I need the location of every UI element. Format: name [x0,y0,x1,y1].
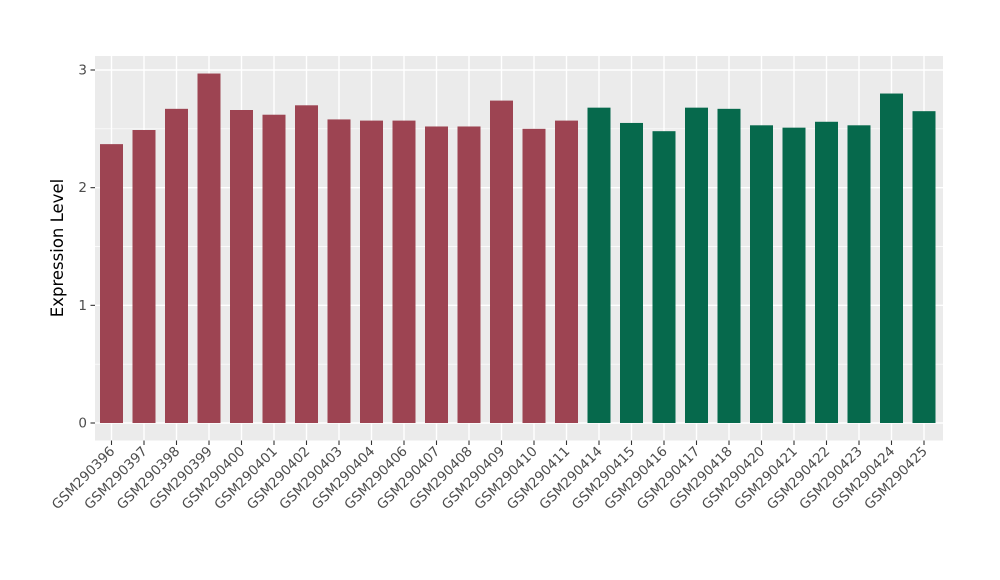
bar-GSM290402 [295,105,318,423]
bar-GSM290397 [132,130,156,424]
y-axis-title: Expression Level [48,179,67,317]
bar-GSM290400 [230,110,253,423]
bar-GSM290398 [165,108,188,424]
y-tick-label: 2 [78,180,87,196]
bar-GSM290408 [457,126,481,423]
bar-GSM290411 [555,120,578,423]
bar-GSM290414 [587,107,611,424]
bar-GSM290416 [652,131,676,423]
bar-GSM290404 [360,120,383,423]
bar-GSM290409 [490,100,513,424]
bar-GSM290418 [717,108,741,424]
bar-GSM290417 [685,107,708,424]
bar-GSM290399 [197,73,221,424]
y-tick-label: 3 [78,62,87,78]
bar-GSM290423 [847,125,871,423]
bar-GSM290401 [262,114,286,423]
bar-GSM290415 [620,122,643,423]
bar-GSM290425 [912,111,936,424]
y-tick-label: 0 [78,416,87,432]
bar-GSM290420 [750,125,773,423]
bar-GSM290421 [782,127,806,424]
bar-GSM290406 [392,120,416,423]
bar-GSM290403 [327,119,351,424]
bar-GSM290422 [815,121,838,424]
bar-GSM290407 [425,126,448,423]
bar-GSM290396 [100,144,123,423]
bar-GSM290410 [522,128,546,423]
y-tick-label: 1 [78,298,87,314]
bar-GSM290424 [880,93,903,423]
